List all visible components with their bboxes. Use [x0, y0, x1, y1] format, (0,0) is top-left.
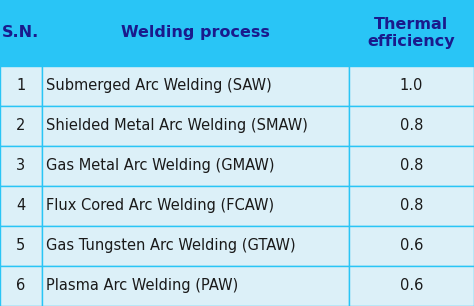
Bar: [42, 266, 349, 306]
Text: 0.6: 0.6: [400, 278, 423, 293]
Bar: [0, 186, 42, 226]
Text: 0.8: 0.8: [400, 118, 423, 133]
Bar: [0, 106, 42, 146]
Bar: [42, 186, 349, 226]
Text: Submerged Arc Welding (SAW): Submerged Arc Welding (SAW): [46, 78, 272, 93]
Bar: [349, 146, 474, 186]
Text: 0.8: 0.8: [400, 159, 423, 174]
Text: Welding process: Welding process: [121, 25, 270, 40]
Text: S.N.: S.N.: [2, 25, 39, 40]
Bar: [0, 146, 42, 186]
Text: 2: 2: [16, 118, 26, 133]
Bar: [42, 66, 349, 106]
Bar: [42, 0, 349, 66]
Bar: [0, 0, 42, 66]
Bar: [42, 106, 349, 146]
Text: Flux Cored Arc Welding (FCAW): Flux Cored Arc Welding (FCAW): [46, 198, 274, 213]
Text: Gas Metal Arc Welding (GMAW): Gas Metal Arc Welding (GMAW): [46, 159, 275, 174]
Bar: [0, 66, 42, 106]
Bar: [0, 226, 42, 266]
Bar: [0, 266, 42, 306]
Bar: [349, 226, 474, 266]
Text: 1: 1: [16, 78, 26, 93]
Text: Shielded Metal Arc Welding (SMAW): Shielded Metal Arc Welding (SMAW): [46, 118, 308, 133]
Text: Thermal
efficiency: Thermal efficiency: [368, 17, 455, 49]
Text: 6: 6: [16, 278, 26, 293]
Bar: [42, 146, 349, 186]
Bar: [42, 226, 349, 266]
Text: 0.8: 0.8: [400, 198, 423, 213]
Bar: [349, 106, 474, 146]
Text: 5: 5: [16, 238, 26, 253]
Bar: [349, 186, 474, 226]
Text: 1.0: 1.0: [400, 78, 423, 93]
Text: 0.6: 0.6: [400, 238, 423, 253]
Text: 4: 4: [16, 198, 26, 213]
Text: 3: 3: [16, 159, 26, 174]
Bar: [349, 266, 474, 306]
Bar: [349, 0, 474, 66]
Text: Plasma Arc Welding (PAW): Plasma Arc Welding (PAW): [46, 278, 239, 293]
Text: Gas Tungsten Arc Welding (GTAW): Gas Tungsten Arc Welding (GTAW): [46, 238, 296, 253]
Bar: [349, 66, 474, 106]
